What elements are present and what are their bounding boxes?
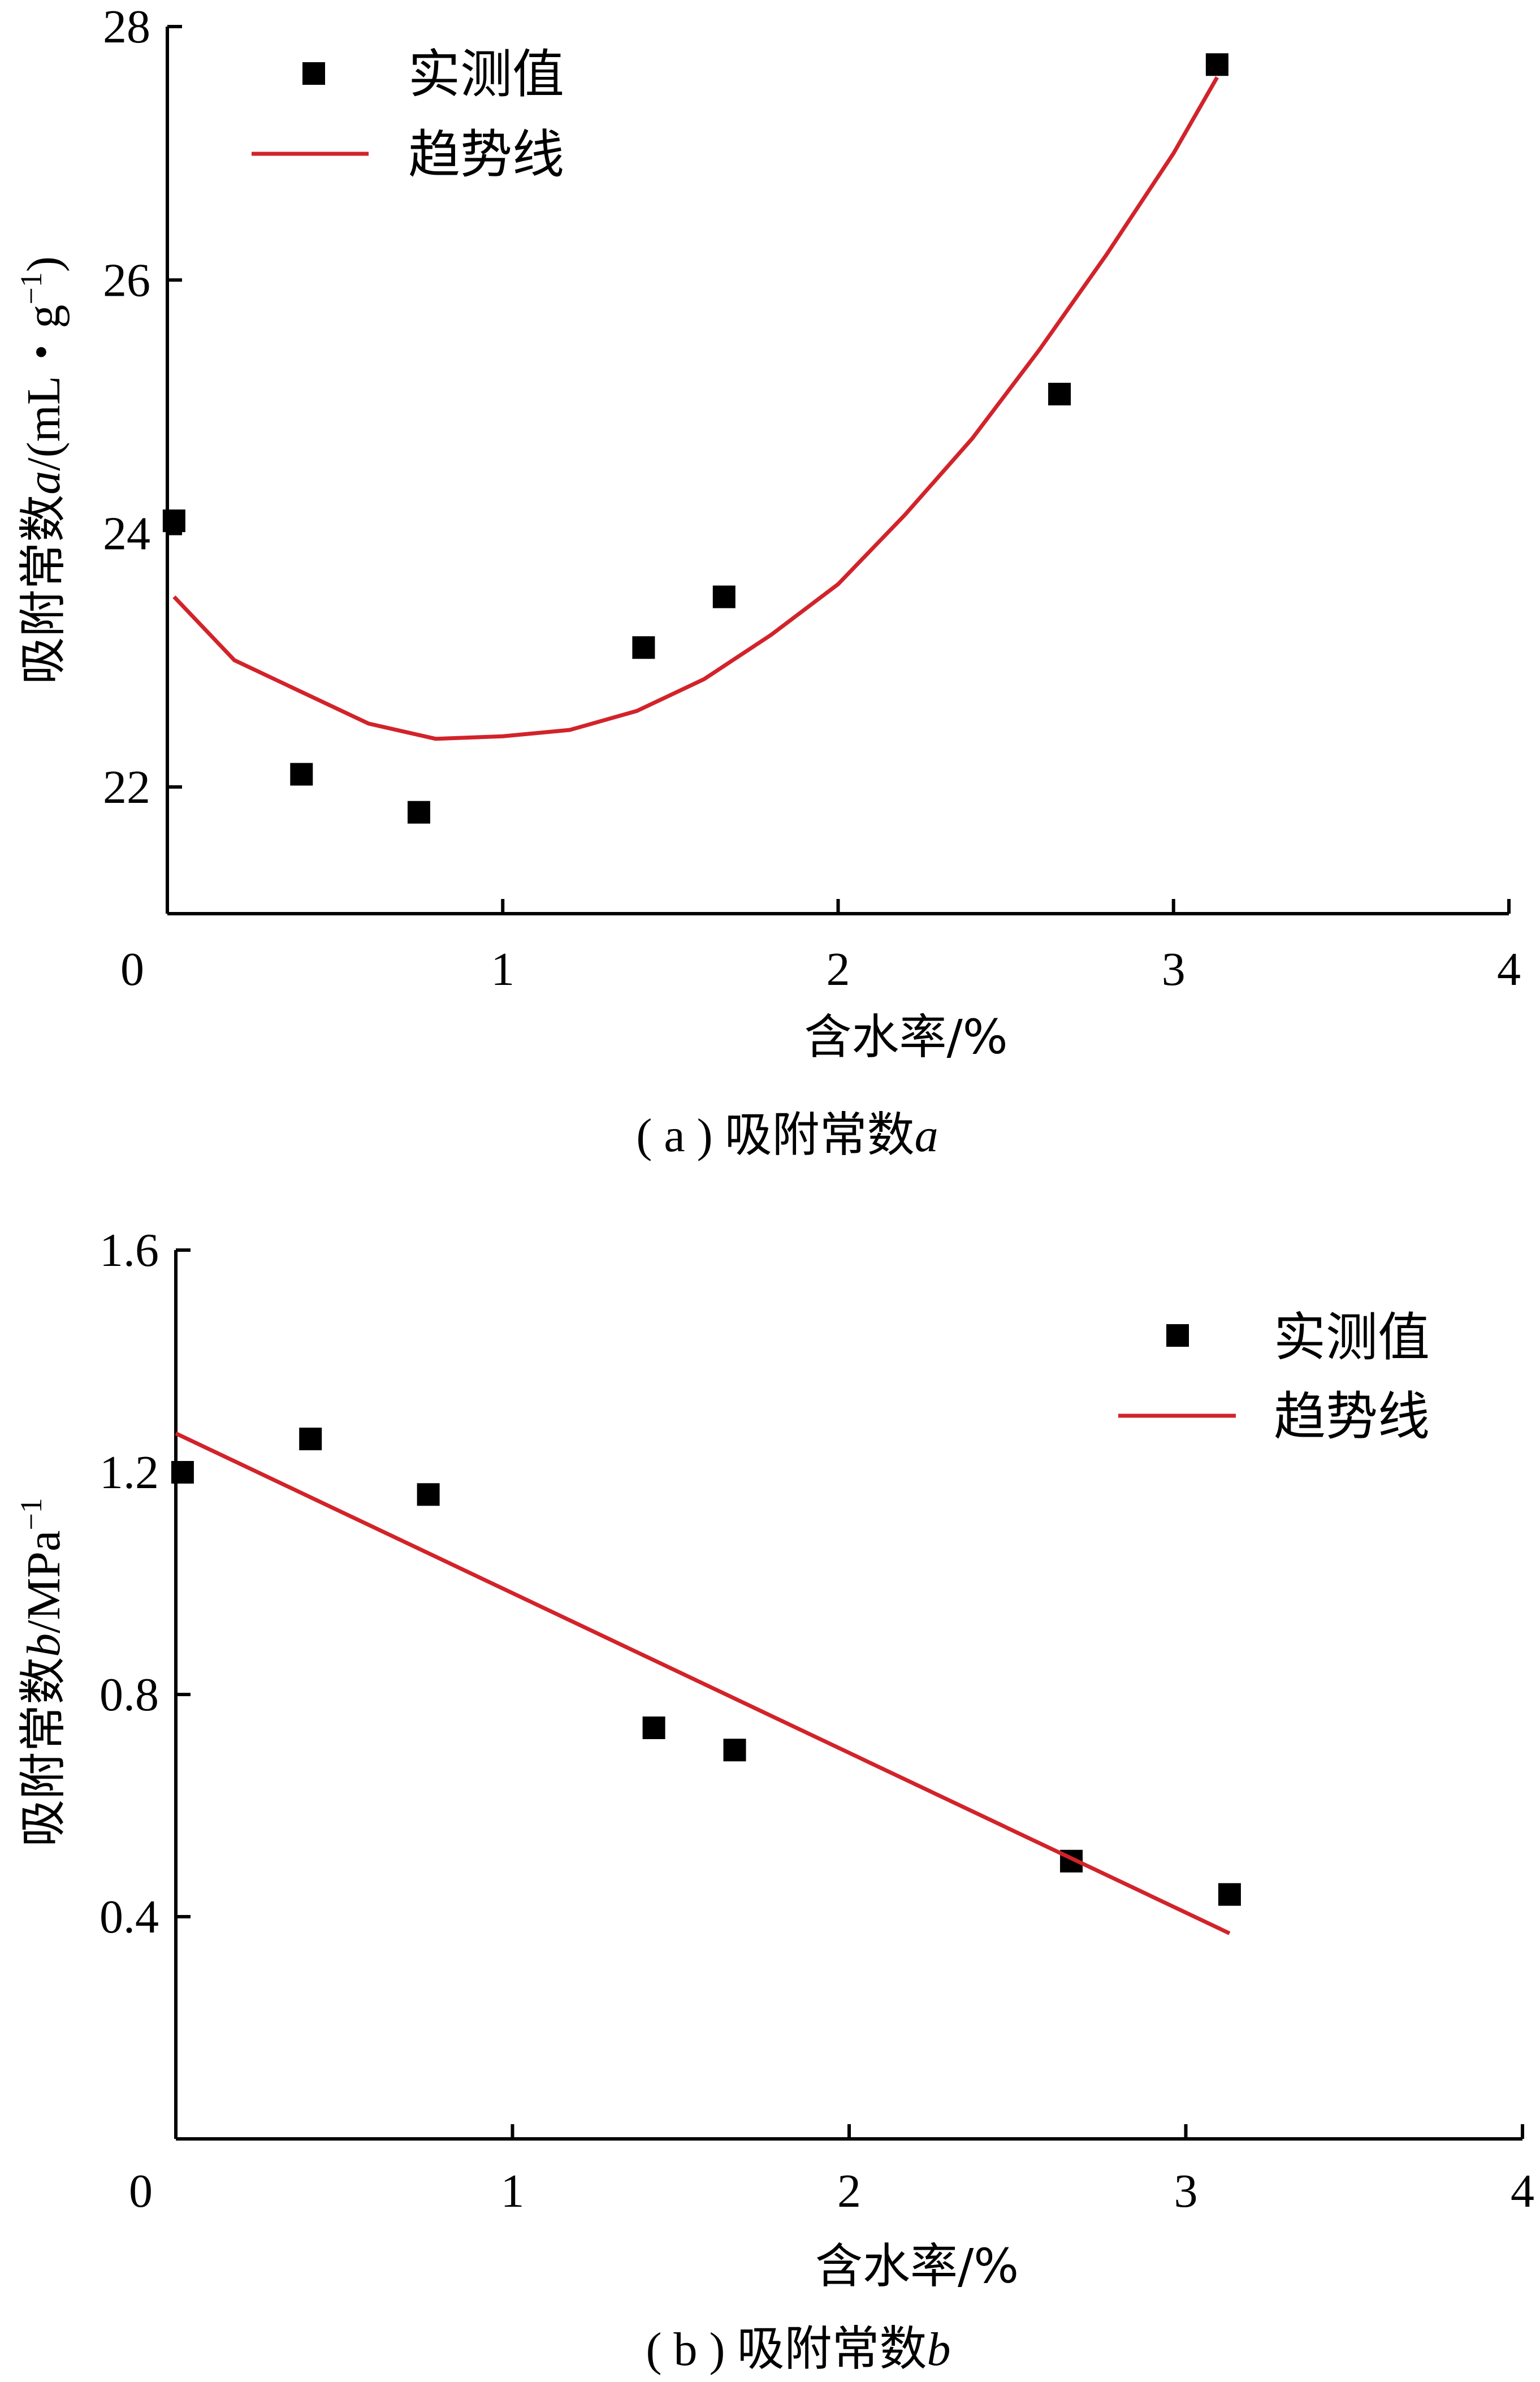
b-legend-trend-label: 趋势线	[1274, 1386, 1430, 1447]
b-legend-point-marker	[1166, 1324, 1189, 1347]
b-y-axis-title: 吸附常数b/MPa−1	[14, 1498, 71, 1847]
b-measured-point	[642, 1716, 665, 1739]
b-caption: ( b ) 吸附常数b	[646, 2321, 951, 2376]
b-x-axis-title: 含水率/%	[815, 2238, 1019, 2294]
b-measured-point	[417, 1483, 440, 1506]
b-y-tick-label: 1.2	[100, 1446, 159, 1499]
a-y-tick-label: 24	[103, 508, 150, 560]
a-x-tick-label: 4	[1497, 943, 1521, 996]
a-caption-var: a	[915, 1109, 938, 1162]
a-x-tick-label: 3	[1162, 943, 1186, 996]
a-x-axis-title: 含水率/%	[804, 1009, 1007, 1065]
a-x-tick-label: 2	[827, 943, 850, 996]
b-measured-point	[299, 1428, 322, 1451]
b-y-tick-label: 1.6	[100, 1224, 159, 1277]
b-measured-point	[1218, 1883, 1241, 1906]
a-x-tick-label: 1	[491, 943, 514, 996]
panel-a-chart: 0 1 2 3 422242628实测值趋势线含水率/%吸附常数a/(mL・g−1)( …	[14, 1, 1521, 1162]
a-y-title-close: )	[18, 256, 70, 272]
a-caption: ( a ) 吸附常数a	[636, 1107, 938, 1162]
a-y-tick-label: 26	[103, 254, 150, 306]
b-x-tick-label: 3	[1174, 2165, 1198, 2217]
b-y-tick-label: 0.4	[100, 1891, 159, 1943]
a-measured-point	[1048, 383, 1071, 406]
b-y-title-unit: /MPa	[18, 1531, 70, 1633]
a-y-title-unit: /(mL・g	[18, 305, 70, 471]
a-caption-text: 吸附常数	[725, 1107, 915, 1162]
b-caption-text: 吸附常数	[737, 2321, 927, 2376]
b-y-title-var: b	[18, 1633, 70, 1657]
a-measured-point	[1205, 53, 1228, 76]
a-y-title-var: a	[18, 471, 70, 495]
a-measured-point	[632, 636, 655, 659]
b-y-title-sup: −1	[14, 1498, 48, 1530]
a-legend-trend-label: 趋势线	[408, 124, 564, 185]
a-measured-point	[162, 509, 185, 533]
b-trend-line	[175, 1432, 1231, 1935]
b-x-tick-label: 0	[129, 2165, 153, 2217]
panel-b-chart: 0 1 2 3 40.40.81.21.6实测值趋势线含水率/%吸附常数b/MPa−1(…	[14, 1224, 1534, 2376]
a-legend-point-marker	[302, 62, 325, 85]
a-y-tick-label: 28	[103, 1, 150, 53]
b-x-tick-label: 4	[1511, 2165, 1534, 2217]
b-measured-point	[723, 1739, 746, 1762]
b-x-tick-label: 1	[501, 2165, 525, 2217]
a-x-tick-label: 0	[120, 943, 144, 996]
b-caption-label: ( b )	[646, 2323, 737, 2376]
b-y-title-prefix: 吸附常数	[15, 1657, 71, 1847]
a-y-axis-title: 吸附常数a/(mL・g−1)	[14, 256, 71, 684]
a-measured-point	[290, 763, 313, 786]
a-legend-measured-label: 实测值	[408, 44, 564, 105]
b-measured-point	[171, 1461, 194, 1484]
a-measured-point	[407, 801, 430, 824]
a-y-title-sup: −1	[14, 272, 48, 304]
a-caption-label: ( a )	[636, 1109, 724, 1162]
b-caption-var: b	[927, 2323, 950, 2376]
a-measured-point	[712, 585, 736, 608]
a-y-tick-label: 22	[103, 761, 150, 814]
b-x-tick-label: 2	[837, 2165, 861, 2217]
a-y-title-prefix: 吸附常数	[15, 495, 71, 685]
a-trend-line	[172, 76, 1219, 741]
b-y-tick-label: 0.8	[100, 1668, 159, 1721]
b-legend-measured-label: 实测值	[1274, 1307, 1430, 1368]
